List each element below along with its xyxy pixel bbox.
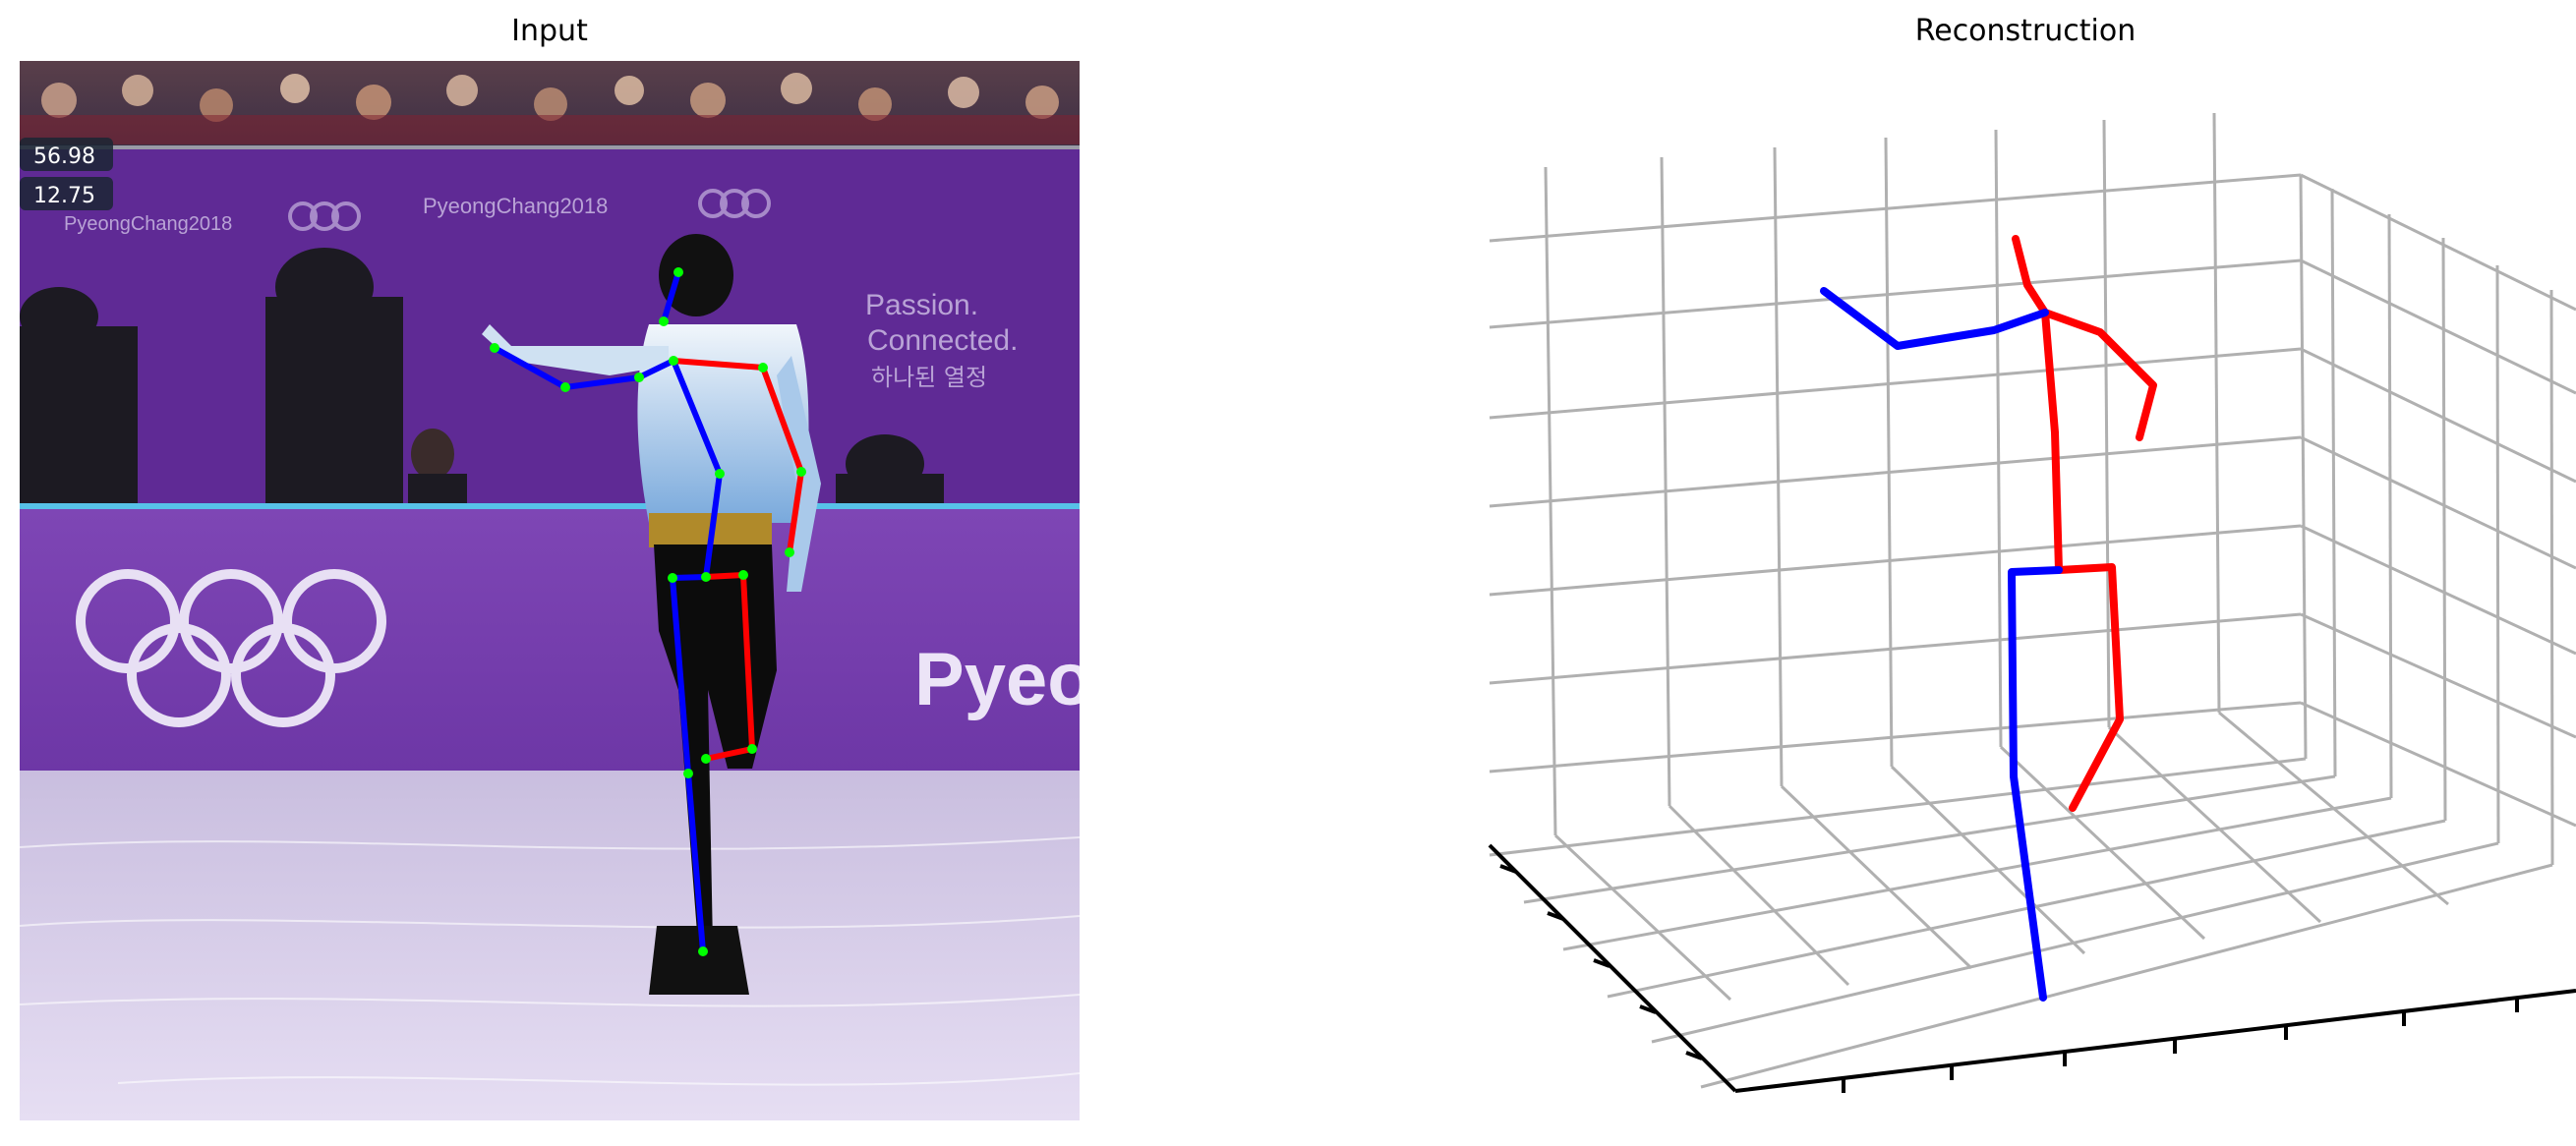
ice-scratches <box>20 836 1080 1086</box>
input-title: Input <box>511 14 588 48</box>
skel2d-left-shoulder <box>636 358 676 380</box>
skel3d-spine <box>2041 309 2063 574</box>
joint-head <box>673 267 683 277</box>
joint-thorax <box>669 356 678 366</box>
skel2d-left-upperarm <box>562 374 642 390</box>
score-line-1: 56.98 <box>33 144 95 169</box>
joint-right-hip <box>738 570 748 580</box>
skel2d-right-shin <box>703 746 755 762</box>
skel2d-left-thigh <box>670 575 691 776</box>
grid-back-right-wall <box>2300 173 2576 866</box>
skel2d-left-shin <box>685 771 706 954</box>
skel2d-left-forearm <box>492 345 568 390</box>
joint-left-hip <box>668 573 677 583</box>
joint-right-elbow <box>796 467 806 477</box>
skel2d-spine-lower <box>703 471 723 580</box>
skel2d-right-forearm <box>787 469 804 555</box>
axis-ticks <box>1499 864 2519 1093</box>
skel2d-right-thigh <box>740 572 755 752</box>
skeleton-2d <box>492 269 804 954</box>
score-box-1 <box>20 138 113 171</box>
skeleton-3d <box>1820 235 2157 1002</box>
skel2d-right-upperarm <box>760 365 804 475</box>
axes <box>1488 843 2576 1093</box>
input-image-panel: PyeongChang2018 PyeongChang2018 Passion.… <box>20 61 1080 1120</box>
side-text-2: Connected. <box>867 324 1018 357</box>
joint-right-wrist <box>785 547 794 557</box>
skel3d-left-leg <box>2008 566 2063 1002</box>
joint-right-knee <box>747 744 757 754</box>
board-text: Pyeo <box>914 638 1080 721</box>
skeleton-2d-joints <box>490 267 806 956</box>
joint-left-shoulder <box>634 372 644 382</box>
score-line-2: 12.75 <box>33 184 95 208</box>
input-image: PyeongChang2018 PyeongChang2018 Passion.… <box>20 61 1080 1120</box>
upper-rings-right <box>698 189 771 218</box>
crowd-spectators <box>20 73 1080 144</box>
skel3d-left-arm <box>1820 287 2049 350</box>
olympic-rings <box>76 569 386 727</box>
axis-left-edge <box>1488 843 1737 1093</box>
ice-surface <box>20 771 1080 1120</box>
joint-right-shoulder <box>758 363 768 372</box>
skel2d-right-hip <box>703 572 746 580</box>
upper-rings-left <box>288 201 361 231</box>
rink-edge <box>20 503 1080 509</box>
joint-spine <box>715 469 725 479</box>
skel3d-head-neck <box>2012 235 2049 316</box>
skel2d-head-neck <box>661 269 681 324</box>
joint-right-ankle <box>701 754 711 764</box>
grid-floor <box>1489 711 2553 1089</box>
joint-left-ankle <box>698 946 708 956</box>
reconstruction-title: Reconstruction <box>1914 14 2137 48</box>
skel3d-right-leg <box>2055 563 2124 812</box>
axis-bottom-edge <box>1734 989 2576 1093</box>
joint-left-knee <box>683 769 693 778</box>
skel3d-right-arm <box>2041 309 2157 441</box>
reconstruction-panel <box>1475 98 2576 1142</box>
joint-left-elbow <box>560 382 570 392</box>
upper-banner-text-mid: PyeongChang2018 <box>423 194 608 218</box>
skel2d-left-hip <box>670 574 709 581</box>
score-box-2 <box>20 177 113 210</box>
side-text-3: 하나된 열정 <box>871 364 987 391</box>
grid-back-left-wall <box>1489 112 2308 836</box>
railing <box>20 145 1080 151</box>
side-text-1: Passion. <box>865 289 978 321</box>
reconstruction-plot <box>1488 112 2576 1093</box>
skel2d-right-shoulder <box>671 358 766 371</box>
joint-pelvis <box>701 572 711 582</box>
joint-neck <box>659 316 669 326</box>
skel2d-spine-upper <box>671 358 723 477</box>
joint-left-wrist <box>490 343 499 353</box>
upper-banner-text-left: PyeongChang2018 <box>64 213 232 235</box>
